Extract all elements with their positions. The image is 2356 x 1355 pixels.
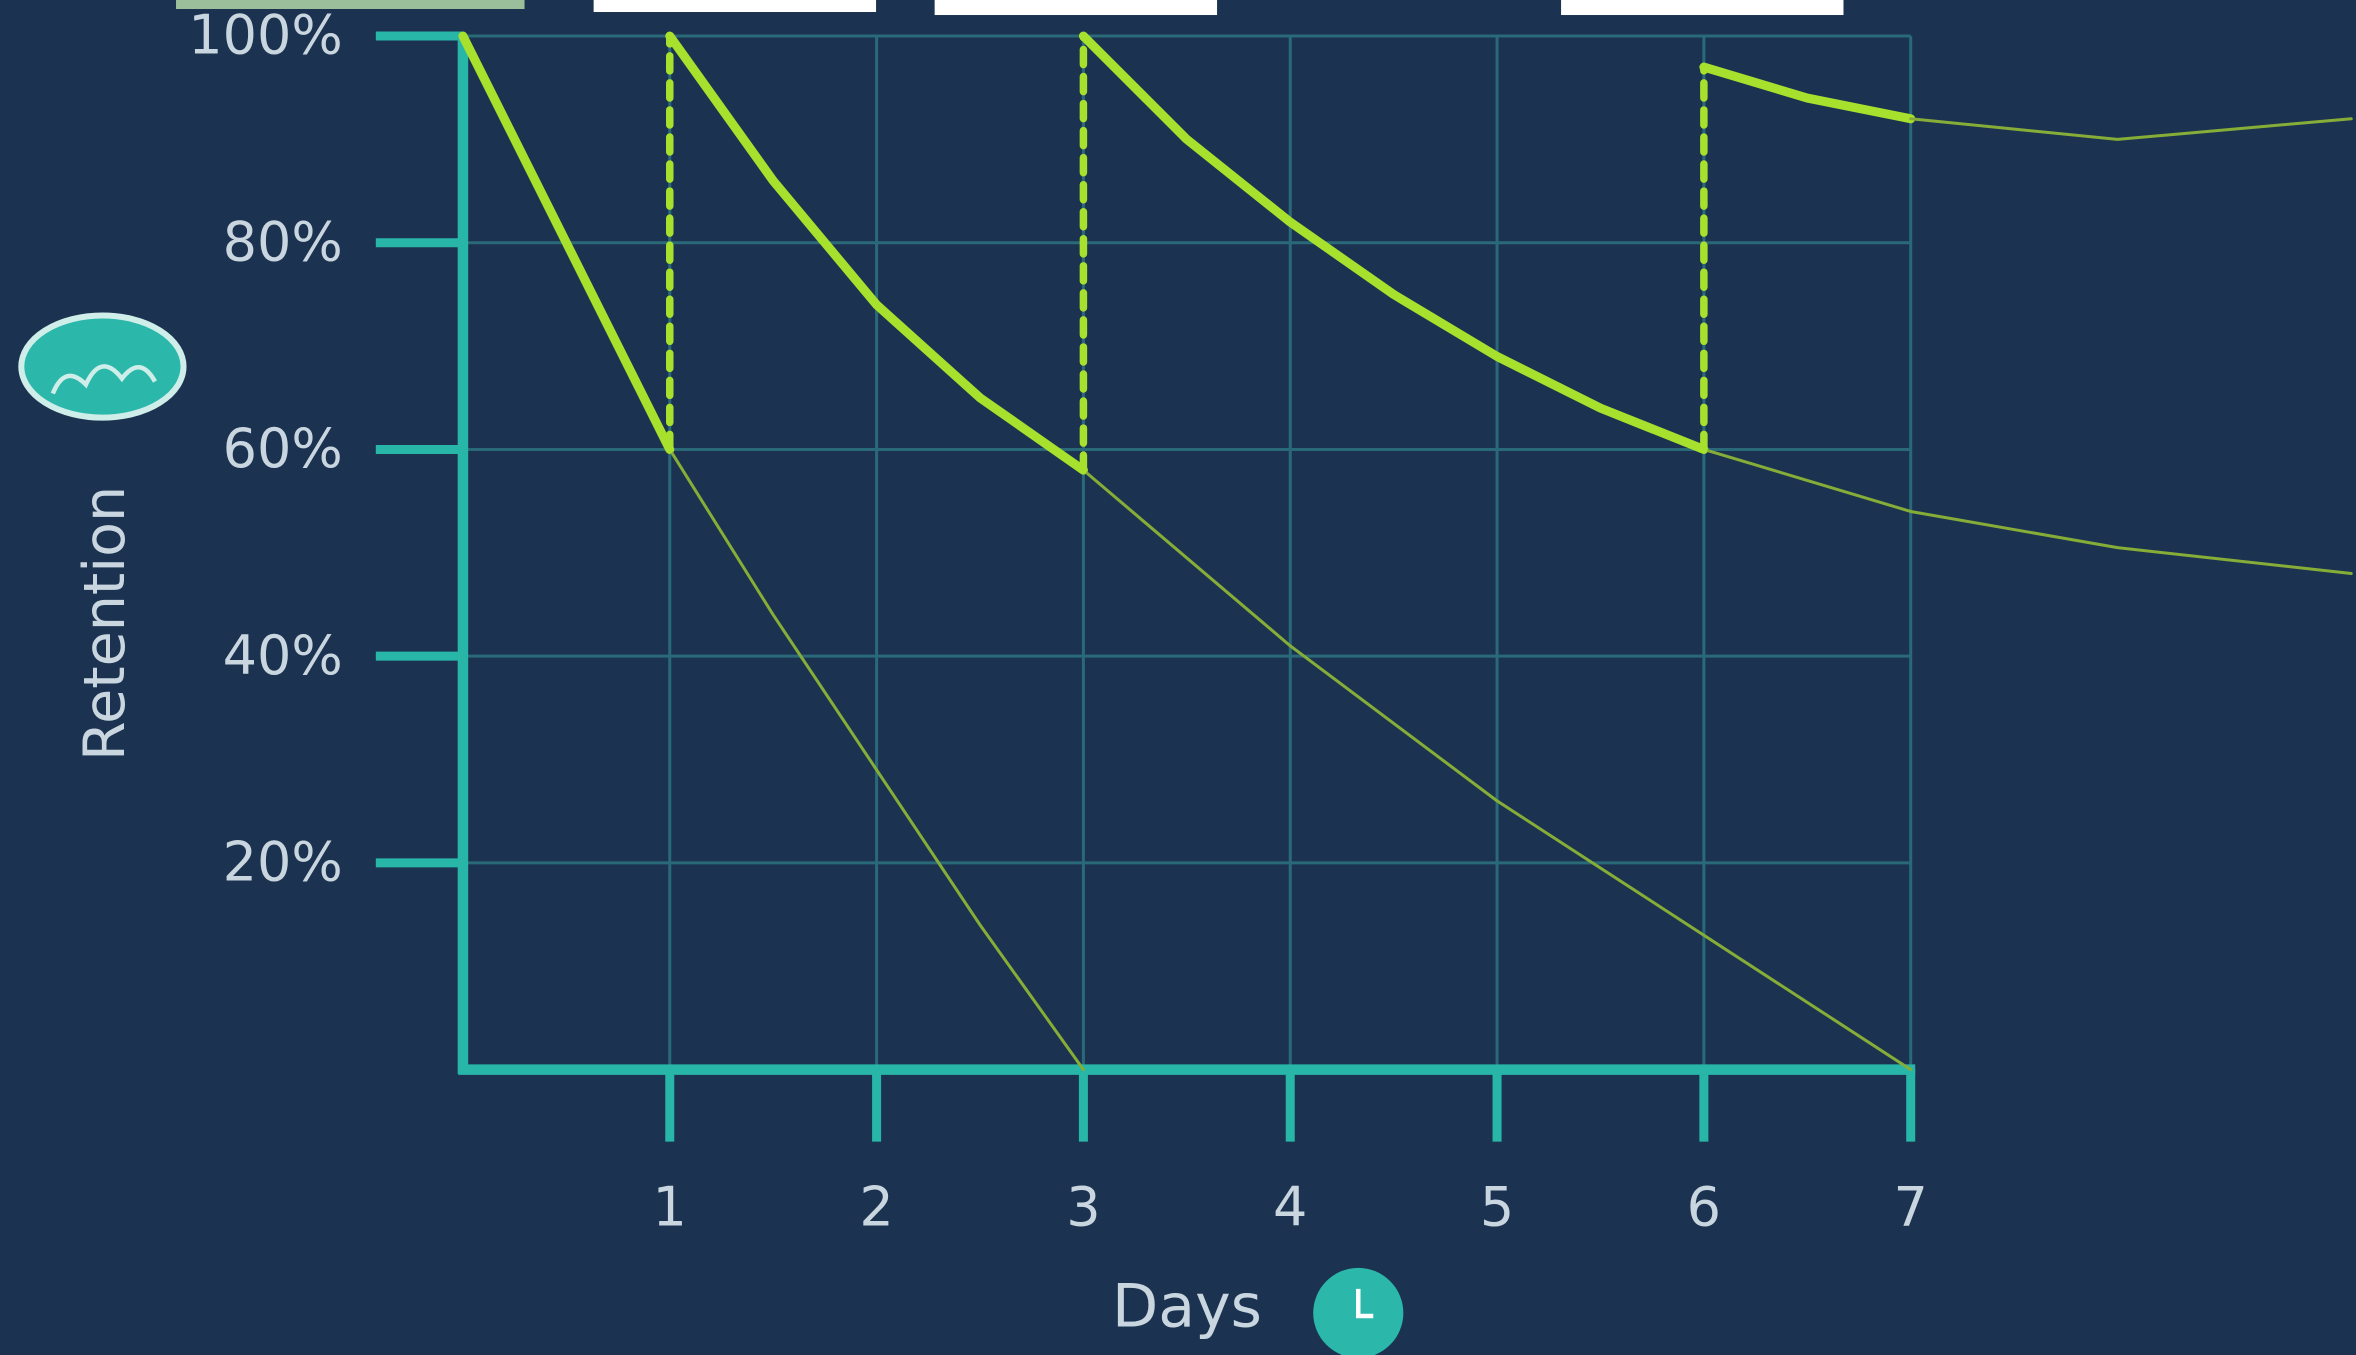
- curve: [458, 31, 675, 454]
- x-axis-label: Days: [1112, 1272, 1262, 1342]
- curve: [1699, 62, 1916, 124]
- x-tick-label: 6: [1687, 1175, 1721, 1238]
- y-tick-label: 100%: [188, 4, 343, 67]
- clock-icon: [1313, 1267, 1404, 1355]
- brain-icon: [18, 312, 187, 421]
- x-tick-label: 5: [1480, 1175, 1514, 1238]
- y-tick-label: 60%: [223, 417, 343, 480]
- curve: [1702, 447, 2353, 575]
- curve: [1078, 31, 1709, 454]
- x-tick-label: 7: [1893, 1175, 1927, 1238]
- curve: [1081, 468, 1913, 1072]
- curve: [668, 447, 1085, 1072]
- x-tick-label: 3: [1066, 1175, 1100, 1238]
- cropped-box: [593, 0, 877, 13]
- curve: [665, 31, 1088, 475]
- y-tick-label: 40%: [223, 624, 343, 687]
- x-tick-label: 2: [859, 1175, 893, 1238]
- cropped-header: [176, 0, 525, 10]
- y-axis-label: Retention: [72, 486, 138, 761]
- y-tick-label: 80%: [223, 210, 343, 273]
- x-tick-label: 4: [1273, 1175, 1307, 1238]
- x-tick-label: 1: [653, 1175, 687, 1238]
- curve: [1909, 117, 2353, 141]
- cropped-box: [1561, 0, 1844, 16]
- y-tick-label: 20%: [223, 831, 343, 894]
- cropped-box: [934, 0, 1218, 16]
